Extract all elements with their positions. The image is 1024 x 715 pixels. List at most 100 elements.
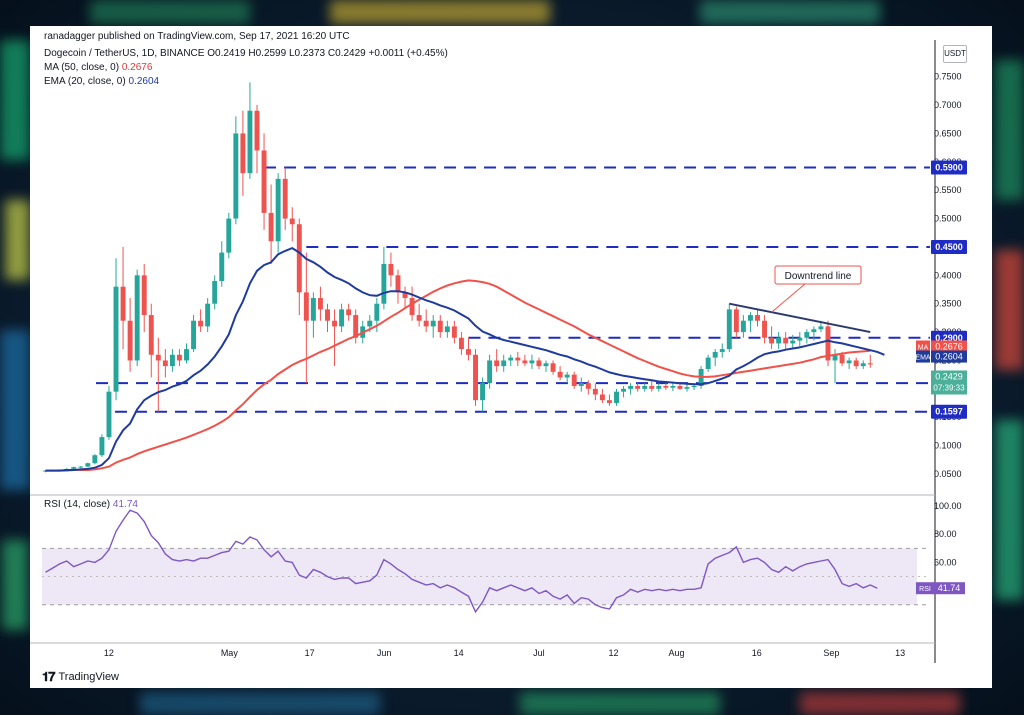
candle-body bbox=[705, 357, 711, 369]
x-tick-label: 14 bbox=[454, 648, 464, 658]
y-tick-label: 0.7500 bbox=[934, 72, 962, 82]
candle-body bbox=[402, 292, 408, 299]
x-tick-label: 12 bbox=[608, 648, 618, 658]
candle-body bbox=[670, 386, 676, 388]
candle-body bbox=[522, 360, 528, 364]
candle-body bbox=[353, 315, 359, 338]
candle-body bbox=[325, 309, 330, 321]
chart-card: 0.75000.70000.65000.60000.55000.50000.45… bbox=[30, 26, 992, 688]
candle-body bbox=[466, 349, 471, 355]
candle-body bbox=[656, 386, 662, 389]
candle-body bbox=[592, 388, 598, 395]
candle-body bbox=[317, 298, 323, 310]
candle-body bbox=[487, 360, 493, 384]
tradingview-logo[interactable]: 𝟏𝟕 TradingView bbox=[42, 669, 119, 685]
candle-body bbox=[332, 320, 338, 327]
candle-body bbox=[494, 360, 500, 367]
level-price-tag-label: 0.4500 bbox=[935, 242, 963, 252]
candle-body bbox=[141, 275, 147, 316]
candle-body bbox=[247, 110, 253, 174]
candle-body bbox=[381, 263, 387, 304]
candle-body bbox=[106, 391, 112, 438]
candle-body bbox=[480, 383, 486, 401]
candle-body bbox=[832, 354, 838, 361]
y-tick-label: 0.7000 bbox=[934, 100, 962, 110]
downtrend-line bbox=[729, 302, 871, 334]
candle-body bbox=[663, 386, 669, 388]
candle-body bbox=[155, 354, 161, 361]
candle-body bbox=[71, 467, 77, 469]
candle-body bbox=[205, 303, 211, 327]
candle-body bbox=[268, 212, 274, 242]
candle-body bbox=[564, 374, 570, 378]
candle-body bbox=[303, 292, 309, 321]
currency-badge[interactable]: USDT bbox=[943, 45, 967, 63]
candle-body bbox=[99, 437, 105, 456]
x-tick-label: 13 bbox=[895, 648, 905, 658]
candle-body bbox=[444, 326, 450, 333]
chart-canvas[interactable]: 0.75000.70000.65000.60000.55000.50000.45… bbox=[30, 26, 992, 688]
candle-body bbox=[557, 371, 563, 378]
candle-body bbox=[184, 349, 189, 361]
y-tick-label: 0.5500 bbox=[934, 185, 962, 195]
indicator-price-tag-label: 0.2676 bbox=[935, 341, 963, 351]
candle-body bbox=[543, 363, 549, 367]
y-tick-label: 0.5000 bbox=[934, 214, 962, 224]
candle-body bbox=[691, 386, 697, 388]
tradingview-mark-icon: 𝟏𝟕 bbox=[42, 669, 56, 684]
ema-legend[interactable]: EMA (20, close, 0) 0.2604 bbox=[44, 76, 159, 87]
candle-body bbox=[677, 386, 683, 389]
candle-body bbox=[790, 340, 796, 344]
candle-body bbox=[846, 360, 852, 364]
candle-body bbox=[430, 320, 436, 327]
rsi-tick-label: 60.00 bbox=[934, 557, 957, 567]
candle-body bbox=[860, 363, 866, 367]
rsi-legend-label: RSI (14, close) bbox=[44, 499, 111, 510]
candle-body bbox=[423, 320, 429, 327]
rsi-line bbox=[45, 509, 878, 614]
tradingview-logo-text: TradingView bbox=[58, 671, 120, 683]
candle-body bbox=[726, 309, 732, 350]
rsi-band bbox=[42, 548, 917, 605]
candle-body bbox=[473, 354, 478, 401]
candle-body bbox=[515, 357, 521, 361]
candle-body bbox=[78, 466, 84, 468]
rsi-legend[interactable]: RSI (14, close) 41.74 bbox=[44, 499, 138, 510]
candle-body bbox=[621, 388, 627, 392]
x-tick-label: 17 bbox=[305, 648, 315, 658]
indicator-price-tag bbox=[931, 370, 967, 395]
indicator-tag-name-label: MA bbox=[918, 344, 929, 351]
x-tick-label: May bbox=[221, 648, 239, 658]
symbol-header: Dogecoin / TetherUS, 1D, BINANCE O0.2419… bbox=[44, 48, 448, 59]
candle-body bbox=[191, 320, 197, 350]
y-tick-label: 0.0500 bbox=[934, 469, 962, 479]
rsi-value-tag-label: 41.74 bbox=[938, 583, 961, 593]
level-price-tag bbox=[931, 160, 967, 175]
level-price-tag-label: 0.2900 bbox=[935, 333, 963, 343]
candle-body bbox=[769, 337, 775, 344]
indicator-price-tag-label: 0.2604 bbox=[935, 352, 963, 362]
candle-body bbox=[395, 275, 401, 293]
rsi-tag-name-label: RSI bbox=[919, 586, 931, 593]
y-tick-label: 0.3500 bbox=[934, 299, 962, 309]
candle-body bbox=[409, 298, 415, 316]
downtrend-callout-pointer bbox=[771, 283, 806, 313]
candle-body bbox=[92, 455, 98, 464]
candle-body bbox=[388, 263, 394, 276]
candle-body bbox=[755, 315, 760, 321]
ma-legend[interactable]: MA (50, close, 0) 0.2676 bbox=[44, 62, 152, 73]
x-tick-label: Aug bbox=[669, 648, 685, 658]
y-tick-label: 0.4000 bbox=[934, 270, 962, 280]
rsi-tick-label: 100.00 bbox=[934, 501, 962, 511]
candle-body bbox=[169, 354, 175, 367]
candle-countdown: 07:39:33 bbox=[933, 383, 965, 392]
candle-body bbox=[212, 281, 218, 304]
indicator-tag-name bbox=[916, 340, 930, 353]
candle-body bbox=[198, 320, 204, 327]
rsi-value-tag bbox=[933, 582, 965, 595]
candle-body bbox=[762, 320, 768, 338]
candle-body bbox=[712, 351, 718, 358]
indicator-tag-name bbox=[916, 350, 930, 363]
candle-body bbox=[776, 337, 782, 344]
level-price-tag-label: 0.5900 bbox=[935, 162, 963, 172]
